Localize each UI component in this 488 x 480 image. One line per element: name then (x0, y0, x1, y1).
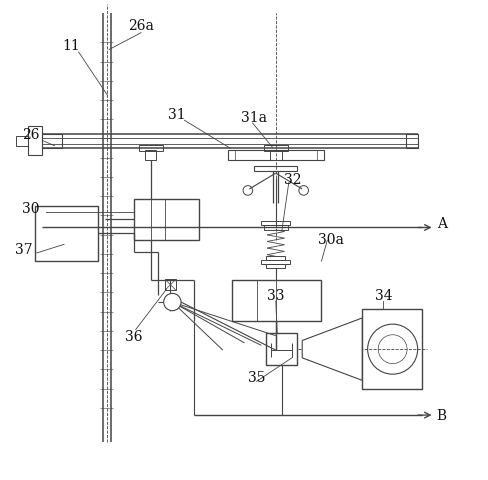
Text: 32: 32 (283, 173, 301, 187)
Bar (28, 127, 42, 156)
Bar (165, 280, 175, 290)
Bar (265, 334, 297, 365)
Bar (261, 260, 289, 264)
Text: 30: 30 (21, 202, 39, 216)
Text: 35: 35 (247, 370, 264, 384)
Text: 31a: 31a (241, 110, 266, 125)
Text: 33: 33 (266, 288, 284, 302)
Text: 31: 31 (168, 108, 185, 122)
Text: 26a: 26a (128, 19, 154, 34)
Bar (405, 134, 417, 149)
Bar (139, 145, 163, 151)
Text: A: A (436, 216, 446, 230)
Bar (35, 206, 98, 262)
Bar (261, 222, 289, 226)
Bar (265, 264, 285, 269)
Text: 30a: 30a (318, 233, 344, 247)
Bar (232, 281, 321, 322)
Bar (263, 226, 287, 230)
Bar (134, 199, 199, 240)
Text: B: B (436, 408, 446, 422)
Text: 37: 37 (15, 242, 33, 257)
Bar (263, 145, 287, 151)
Bar (144, 150, 156, 161)
Circle shape (163, 294, 181, 311)
Text: 26: 26 (21, 127, 39, 142)
Bar (227, 150, 323, 161)
Text: 36: 36 (125, 329, 142, 343)
Text: 34: 34 (374, 288, 392, 302)
Text: 11: 11 (62, 38, 80, 53)
Bar (269, 150, 281, 161)
Bar (254, 167, 297, 171)
Bar (362, 310, 422, 389)
Bar (42, 134, 61, 149)
Bar (265, 257, 285, 261)
Bar (16, 137, 28, 146)
Polygon shape (302, 318, 362, 381)
